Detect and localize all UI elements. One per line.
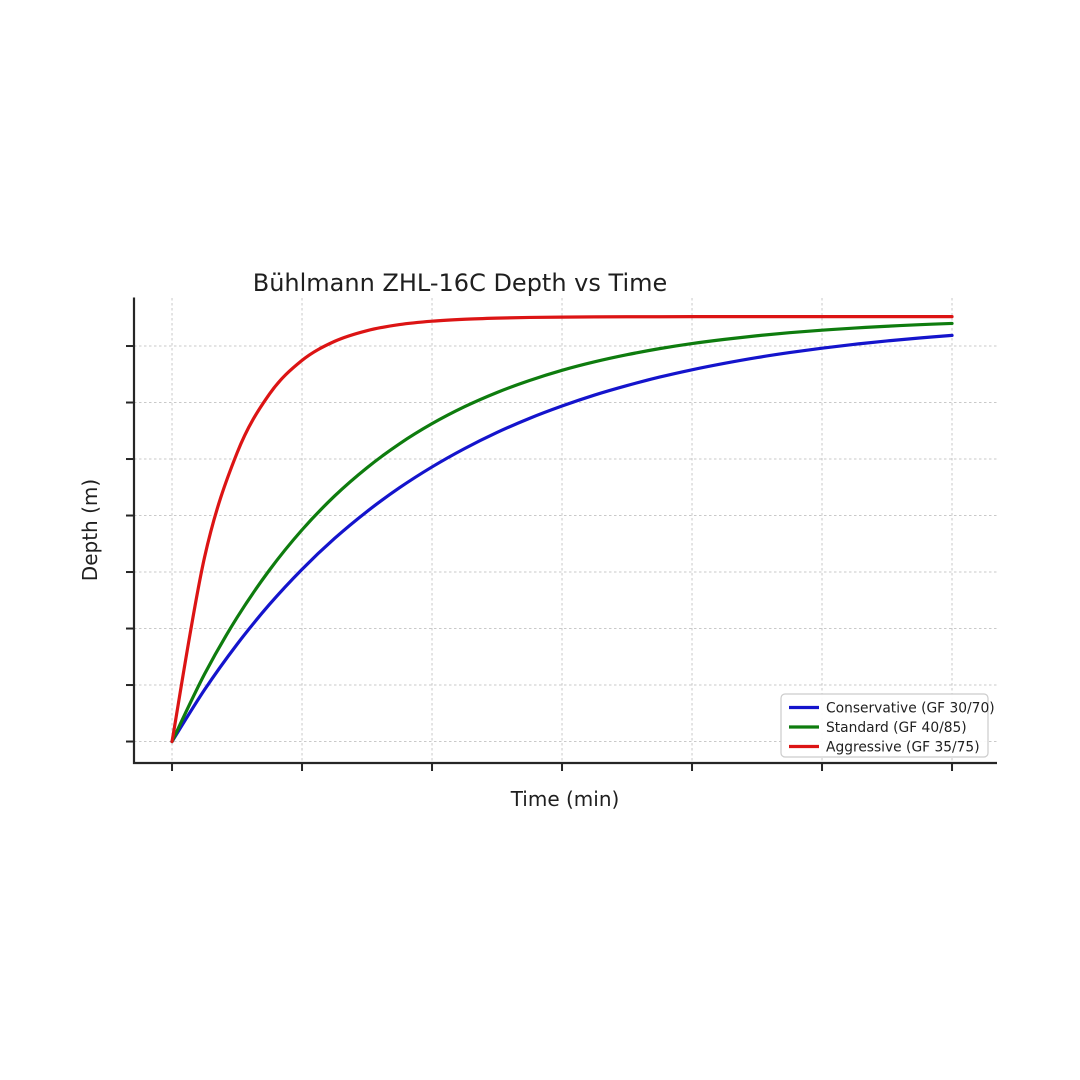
y-axis-label: Depth (m) <box>78 479 102 581</box>
legend-frame <box>780 693 989 758</box>
legend-entry-conservative: Conservative (GF 30/70) <box>789 701 995 717</box>
gridlines <box>134 298 997 763</box>
legend: Conservative (GF 30/70) Standard (GF 40/… <box>780 693 995 758</box>
legend-label-standard: Standard (GF 40/85) <box>826 720 967 736</box>
legend-entry-standard: Standard (GF 40/85) <box>789 720 967 736</box>
legend-entry-aggressive: Aggressive (GF 35/75) <box>789 740 980 756</box>
chart-title: Bühlmann ZHL-16C Depth vs Time <box>253 269 668 297</box>
axis-ticks <box>126 345 954 771</box>
x-axis-label: Time (min) <box>510 787 620 811</box>
plot-series <box>170 315 954 744</box>
legend-label-conservative: Conservative (GF 30/70) <box>826 701 995 717</box>
legend-label-aggressive: Aggressive (GF 35/75) <box>826 740 980 756</box>
series-conservative-line <box>170 333 954 744</box>
series-aggressive-line <box>170 315 954 744</box>
axis-spines <box>132 297 997 765</box>
series-standard-line <box>170 321 954 744</box>
